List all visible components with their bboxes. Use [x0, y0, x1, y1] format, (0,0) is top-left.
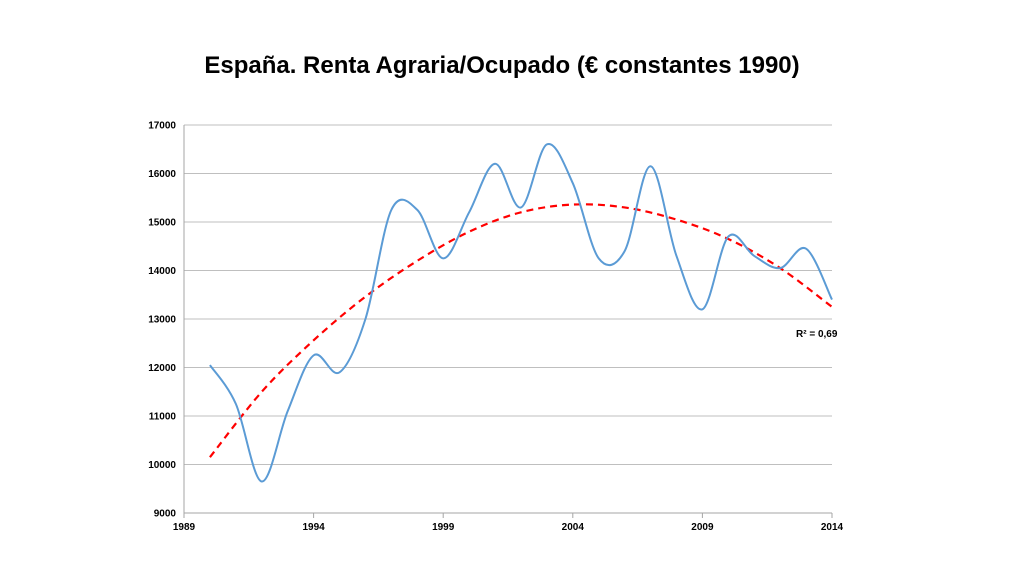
- y-tick-label: 14000: [148, 266, 176, 277]
- x-tick-label: 2014: [821, 522, 844, 533]
- y-tick-label: 11000: [149, 412, 177, 423]
- chart-title: España. Renta Agraria/Ocupado (€ constan…: [204, 52, 800, 79]
- y-tick-label: 15000: [148, 218, 176, 229]
- x-tick-label: 1999: [432, 522, 455, 533]
- x-tick-label: 2009: [691, 522, 714, 533]
- grid-layer: [184, 124, 832, 465]
- y-tick-label: 9000: [154, 509, 177, 520]
- y-tick-label: 13000: [148, 315, 176, 326]
- axis-layer: [183, 125, 833, 518]
- x-tick-label: 1989: [173, 522, 196, 533]
- r2-label: R² = 0,69: [796, 329, 838, 340]
- series-layer: [209, 143, 833, 483]
- y-tick-label: 17000: [148, 121, 176, 132]
- x-tick-label: 1994: [302, 522, 325, 533]
- y-tick-label: 12000: [148, 363, 176, 374]
- trendline: [209, 203, 833, 458]
- label-layer: 9000 10000 11000 12000 13000 14000 15000 16000 1…: [148, 121, 843, 534]
- y-tick-label: 10000: [148, 460, 176, 471]
- series-line: [209, 143, 833, 483]
- x-tick-label: 2004: [562, 522, 585, 533]
- y-tick-label: 16000: [148, 169, 176, 180]
